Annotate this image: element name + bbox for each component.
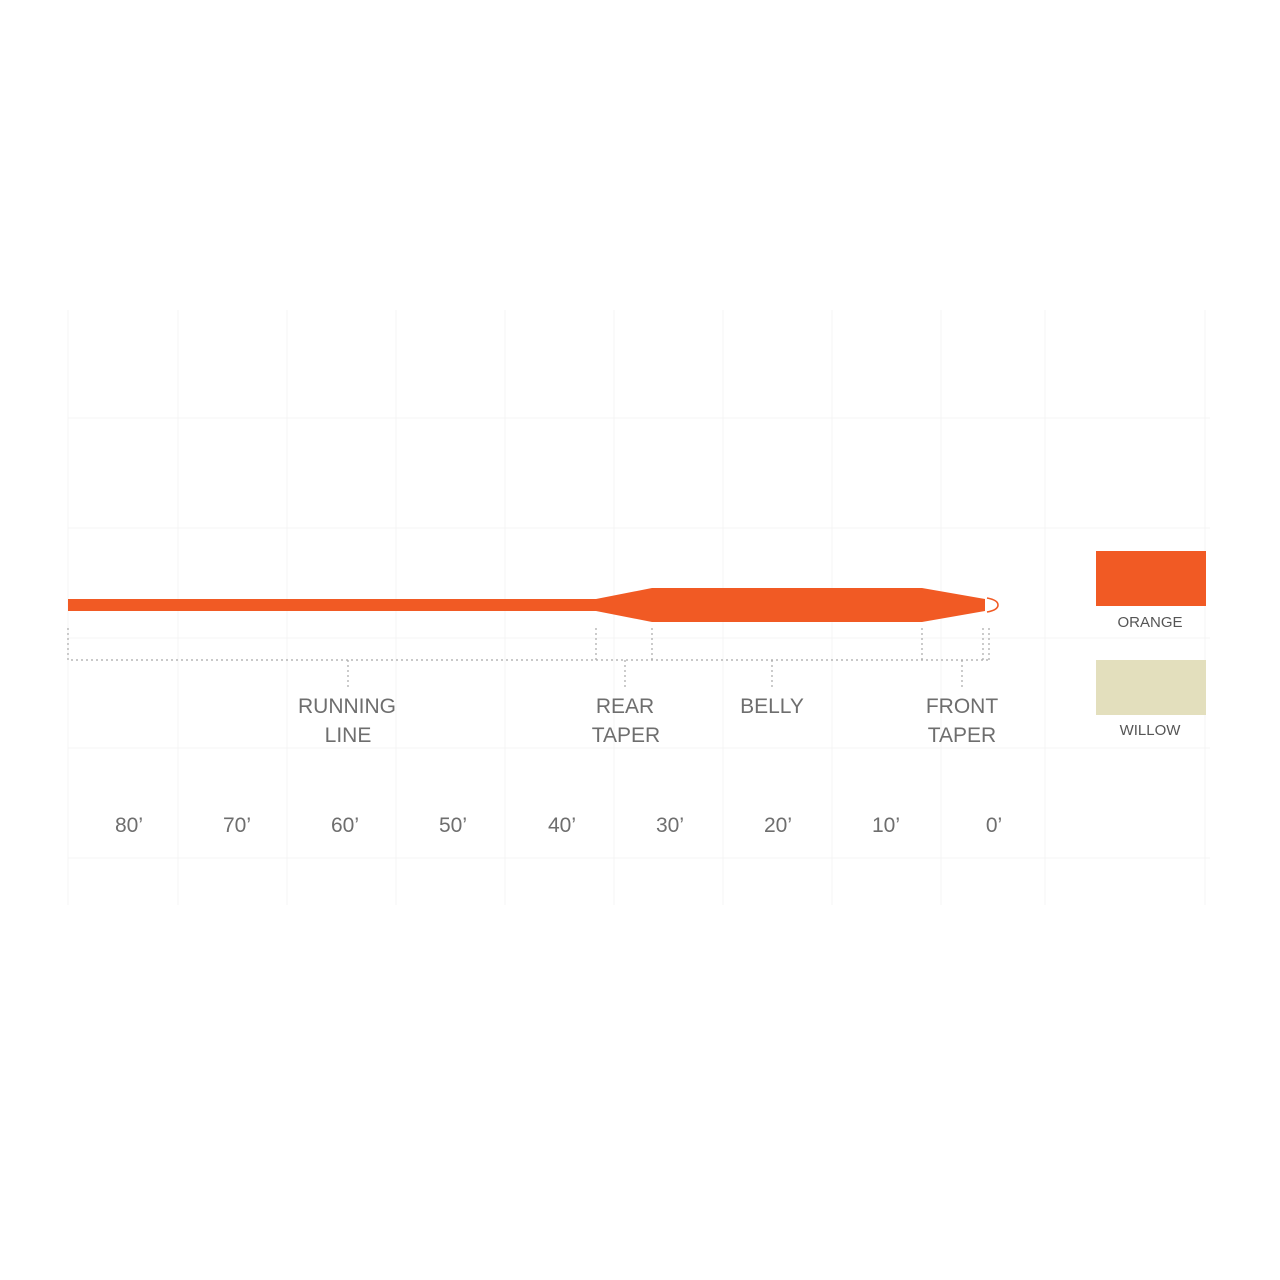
scale-tick-label: 10’ [872, 814, 900, 837]
scale-tick-label: 20’ [764, 814, 792, 837]
scale-tick-label: 30’ [656, 814, 684, 837]
front-taper-label: FRONT [926, 695, 998, 718]
running-line-label: LINE [325, 724, 372, 747]
section-labels: RUNNING LINE REAR TAPER BELLY FRONT TAPE… [298, 695, 998, 747]
scale-tick-label: 40’ [548, 814, 576, 837]
rear-taper-label: REAR [596, 695, 654, 718]
scale-tick-label: 50’ [439, 814, 467, 837]
dimension-bracket [67, 628, 990, 661]
front-taper-label: TAPER [928, 724, 996, 747]
scale-tick-label: 0’ [986, 814, 1002, 837]
color-legend: ORANGE WILLOW [1096, 551, 1206, 739]
length-scale: 80’ 70’ 60’ 50’ 40’ 30’ 20’ 10’ 0’ [115, 814, 1002, 837]
rear-taper-label: TAPER [592, 724, 660, 747]
running-line-label: RUNNING [298, 695, 396, 718]
section-dimension-brackets [67, 628, 990, 690]
fly-line-profile [68, 588, 985, 622]
fly-line-tip-loop [986, 597, 999, 613]
belly-label: BELLY [740, 695, 804, 718]
orange-swatch[interactable] [1096, 551, 1206, 606]
willow-swatch-label: WILLOW [1120, 722, 1182, 739]
scale-tick-label: 80’ [115, 814, 143, 837]
orange-swatch-label: ORANGE [1117, 614, 1182, 631]
scale-tick-label: 60’ [331, 814, 359, 837]
willow-swatch[interactable] [1096, 660, 1206, 715]
scale-tick-label: 70’ [223, 814, 251, 837]
